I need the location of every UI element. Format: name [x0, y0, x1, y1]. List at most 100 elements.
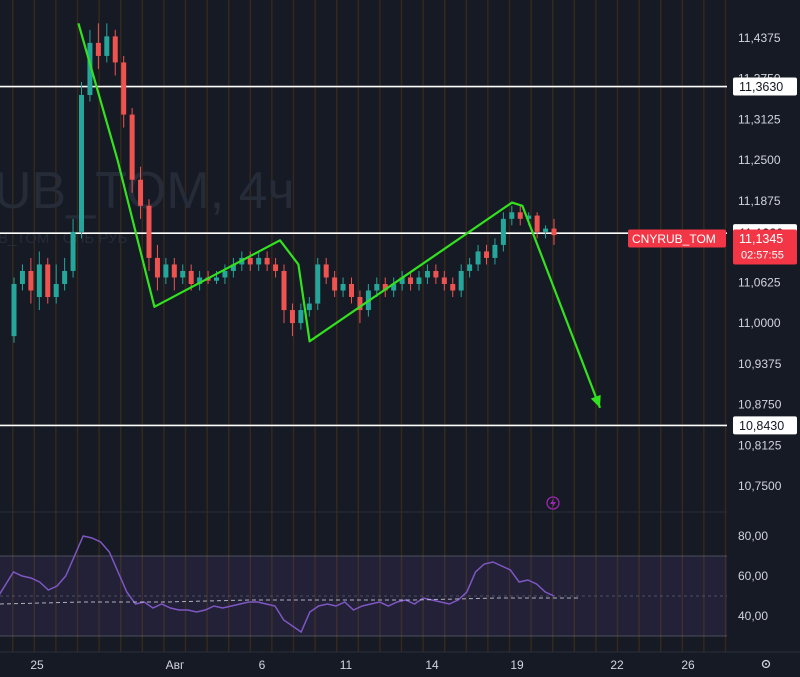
- time-tick-label: 22: [610, 658, 624, 672]
- zigzag-arrowhead: [590, 394, 601, 408]
- price-axis[interactable]: 11,437511,375011,312511,250011,187511,12…: [738, 31, 782, 623]
- session-stripe: [465, 0, 467, 652]
- session-stripe: [33, 0, 35, 652]
- price-tick-label: 11,0625: [738, 275, 781, 289]
- candle-body: [509, 212, 515, 219]
- zigzag-drawing[interactable]: [77, 23, 602, 409]
- candle-body: [256, 257, 262, 265]
- candle-body: [458, 270, 464, 291]
- price-line-tag-label: 11,3630: [739, 80, 783, 94]
- candle-body: [484, 251, 489, 258]
- session-stripe: [422, 0, 424, 652]
- price-tick-label: 11,4375: [738, 31, 781, 45]
- price-tick-label: 10,7500: [738, 479, 782, 493]
- session-stripe: [487, 0, 489, 652]
- candle-body: [382, 283, 388, 291]
- candle-body: [87, 42, 93, 96]
- candle-body: [298, 310, 304, 324]
- price-line-tag: [733, 416, 797, 435]
- session-stripe: [595, 0, 597, 652]
- price-tick-label: 11,2500: [738, 153, 781, 167]
- candle-body: [53, 283, 59, 298]
- session-stripe: [141, 0, 143, 652]
- candle-body: [28, 270, 34, 291]
- time-tick-label: 14: [425, 658, 439, 672]
- session-stripe: [357, 0, 359, 652]
- session-stripe: [120, 0, 122, 652]
- session-stripe: [336, 0, 338, 652]
- candle-body: [230, 264, 236, 271]
- time-axis[interactable]: 25 Авг 6 11 14 19 22 26: [30, 658, 695, 672]
- rsi-pane: [0, 535, 727, 637]
- candle-body: [180, 270, 186, 278]
- candle-body: [129, 114, 135, 180]
- candle-body: [171, 264, 177, 278]
- candle-body: [551, 228, 557, 236]
- price-tick-label: 10,8125: [738, 438, 782, 452]
- candle-body: [349, 283, 354, 298]
- candle-body: [19, 270, 25, 284]
- candlestick-series: [11, 23, 557, 343]
- candle-body: [543, 228, 549, 232]
- candle-body: [188, 270, 194, 284]
- session-stripe: [76, 0, 79, 652]
- candle-body: [163, 264, 169, 278]
- candle-body: [433, 270, 439, 278]
- candle-body: [247, 257, 253, 265]
- rsi-line: [0, 535, 555, 634]
- candle-body: [112, 36, 118, 63]
- price-line-tag: [733, 77, 797, 96]
- price-tick-label: 11,1875: [738, 194, 781, 208]
- time-tick-label: 26: [681, 658, 695, 672]
- time-tick-label: 19: [510, 658, 524, 672]
- time-tick-label: 25: [30, 658, 44, 672]
- candle-body: [214, 277, 219, 281]
- candle-body: [391, 283, 397, 291]
- session-stripes: [0, 0, 800, 653]
- session-stripe: [508, 0, 511, 652]
- session-stripe: [681, 0, 683, 652]
- candle-body: [408, 277, 414, 284]
- candle-body: [416, 277, 422, 284]
- candle-body: [222, 270, 228, 278]
- candle-body: [340, 283, 346, 291]
- last-price-countdown: 02:57:55: [741, 249, 784, 261]
- candle-body: [357, 297, 363, 311]
- rsi-tick-label: 60,00: [738, 569, 768, 583]
- session-stripe: [703, 0, 705, 652]
- horizontal-price-lines[interactable]: [0, 85, 727, 427]
- price-tick-label: 10,9375: [738, 357, 782, 371]
- candle-body: [475, 251, 481, 265]
- candle-body: [154, 257, 160, 278]
- candle-body: [138, 179, 144, 206]
- candle-body: [146, 205, 152, 258]
- rsi-tick-label: 40,00: [738, 609, 768, 623]
- session-stripe: [552, 0, 554, 652]
- session-stripe: [55, 0, 57, 652]
- session-stripe: [271, 0, 273, 652]
- session-stripe: [573, 0, 575, 652]
- price-line-tag-label: 10,8430: [739, 419, 784, 433]
- price-tags: 11,363011,138010,843011,134502:57:55CNYR…: [628, 77, 797, 435]
- session-stripe: [530, 0, 532, 652]
- candle-body: [197, 277, 203, 284]
- zigzag-line: [77, 23, 602, 409]
- session-stripe: [660, 0, 662, 652]
- symbol-tag: [628, 229, 726, 248]
- session-stripe: [400, 0, 403, 652]
- settings-gear-icon[interactable]: [761, 659, 771, 669]
- candle-body: [441, 277, 447, 284]
- candle-body: [62, 270, 68, 284]
- candle-body: [517, 212, 523, 219]
- last-price-label: 11,1345: [739, 232, 783, 246]
- rsi-tick-label: 80,00: [738, 529, 768, 543]
- session-stripe: [249, 0, 251, 652]
- candle-body: [306, 303, 312, 311]
- candle-body: [323, 264, 329, 278]
- alert-lightning-icon[interactable]: [546, 496, 560, 510]
- session-stripe: [184, 0, 187, 652]
- candle-body: [264, 257, 270, 265]
- session-stripe: [379, 0, 381, 652]
